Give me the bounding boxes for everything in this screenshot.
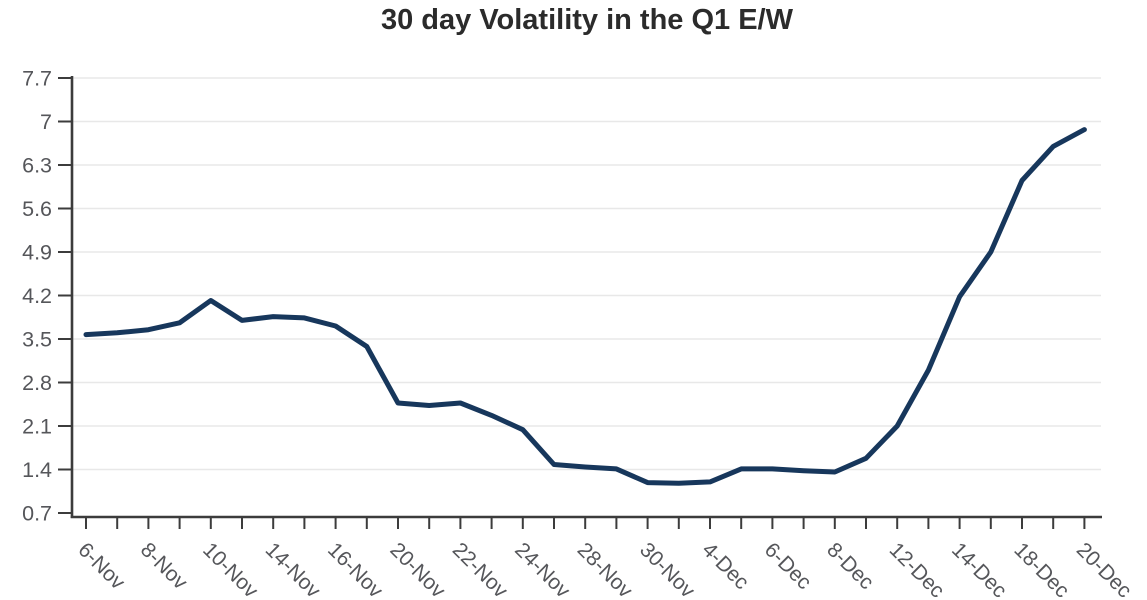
x-tick-label: 4-Dec: [697, 538, 753, 594]
chart-title: 30 day Volatility in the Q1 E/W: [380, 4, 793, 36]
x-tick-label: 6-Nov: [73, 538, 129, 594]
y-tick-label: 1.4: [22, 458, 52, 482]
y-tick-label: 2.8: [22, 371, 52, 395]
x-tick-label: 22-Nov: [448, 538, 512, 600]
y-tick-label: 6.3: [22, 154, 52, 178]
x-tick-label: 6-Dec: [760, 538, 816, 594]
x-tick-label: 16-Nov: [323, 538, 387, 600]
y-tick-label: 0.7: [22, 502, 52, 526]
x-tick-label: 14-Nov: [261, 538, 325, 600]
y-tick-label: 4.2: [22, 284, 52, 308]
x-tick-label: 8-Nov: [136, 538, 192, 594]
x-tick-label: 8-Dec: [822, 538, 878, 594]
y-tick-label: 2.1: [22, 415, 52, 439]
y-tick-label: 7.7: [22, 67, 52, 91]
volatility-line-series: [83, 127, 1087, 486]
x-tick-label: 20-Nov: [385, 538, 449, 600]
x-tick-label: 20-Dec: [1072, 538, 1136, 600]
x-tick-label: 30-Nov: [635, 538, 699, 600]
y-tick-label: 5.6: [22, 197, 52, 221]
x-tick-label: 28-Nov: [573, 538, 637, 600]
x-tick-label: 14-Dec: [947, 538, 1011, 600]
x-tick-label: 24-Nov: [510, 538, 574, 600]
y-tick-label: 4.9: [22, 241, 52, 265]
x-tick-label: 12-Dec: [885, 538, 949, 600]
x-tick-label: 18-Dec: [1009, 538, 1073, 600]
x-tick-label: 10-Nov: [198, 538, 262, 600]
y-tick-label: 3.5: [22, 328, 52, 352]
y-tick-label: 7: [40, 110, 52, 134]
